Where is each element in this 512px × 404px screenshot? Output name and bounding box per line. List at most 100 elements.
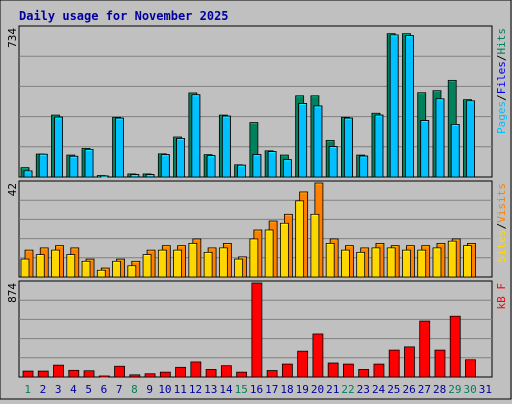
bar-kb-f-day-20 [312, 333, 324, 378]
bar-pages-day-26 [405, 35, 414, 178]
bar-pages-day-25 [389, 34, 399, 178]
bar-pages-day-30 [466, 100, 475, 178]
bar-kb-f-day-26 [404, 346, 415, 378]
bar-sites-day-17 [264, 229, 274, 278]
bar-sites-day-12 [188, 243, 198, 278]
bar-sites-day-8 [127, 265, 137, 278]
panel-kbytes: 874 kB F [6, 280, 508, 378]
x-tick-label: 24 [372, 383, 386, 396]
x-axis-day-labels: 1 2 3 4 5 6 7 8 9 10 11 12 13 14 15 16 17 18 19 20 21 22 23 24 2… [24, 383, 492, 396]
bar-sites-day-9 [142, 254, 152, 278]
bar-sites-day-3 [51, 249, 60, 278]
bar-pages-day-18 [282, 159, 292, 178]
y-max-label: 42 [6, 183, 19, 196]
chart-title: Daily usage for November 2025 [19, 9, 229, 23]
bar-sites-day-23 [356, 251, 366, 278]
bar-pages-day-5 [84, 148, 94, 178]
legend-kbytes: kB F [495, 283, 508, 310]
bar-kb-f-day-15 [236, 371, 248, 378]
bar-sites-day-1 [20, 258, 30, 278]
bar-kb-f-day-13 [205, 369, 217, 378]
bar-kb-f-day-27 [419, 320, 431, 378]
legend-entry: Files [495, 61, 508, 94]
bar-kb-f-day-5 [83, 370, 95, 378]
x-tick-label: 1 [24, 383, 31, 396]
x-tick-label: 2 [40, 383, 47, 396]
bar-pages-day-11 [176, 138, 185, 178]
legend-entry: / [495, 55, 508, 62]
bar-pages-day-12 [191, 94, 201, 178]
bar-pages-day-21 [328, 146, 338, 178]
legend-entry: Pages [495, 101, 508, 134]
bar-kb-f-day-16 [251, 282, 263, 378]
bar-kb-f-day-1 [22, 370, 34, 378]
legend-entry: Hits [495, 28, 508, 55]
bar-sites-day-14 [218, 247, 228, 278]
bar-kb-f-day-22 [343, 363, 354, 378]
bar-kb-f-day-14 [220, 365, 232, 378]
bar-kb-f-day-24 [373, 363, 385, 378]
bar-pages-day-24 [374, 114, 384, 178]
bar-pages-day-19 [298, 103, 308, 178]
x-tick-label: 27 [418, 383, 431, 396]
bar-sites-day-13 [203, 251, 213, 278]
bar-pages-day-3 [54, 116, 63, 178]
bar-kb-f-day-4 [68, 369, 80, 378]
bar-pages-day-2 [38, 153, 48, 178]
bar-kb-f-day-23 [358, 369, 370, 378]
x-tick-label: 29 [448, 383, 461, 396]
x-tick-label: 19 [296, 383, 309, 396]
legend-entry: / [495, 94, 508, 101]
bar-sites-day-18 [279, 222, 289, 278]
x-tick-label: 7 [116, 383, 123, 396]
bar-pages-day-22 [344, 117, 353, 178]
x-tick-label: 11 [174, 383, 187, 396]
series-kb-f [22, 282, 476, 378]
x-tick-label: 14 [219, 383, 233, 396]
bar-pages-day-16 [252, 154, 262, 178]
panel-visits-sites: 42 Sites/Visits [6, 180, 508, 278]
x-tick-label: 31 [479, 383, 492, 396]
y-max-label: 734 [6, 28, 19, 48]
legend-entry: Visits [495, 183, 508, 223]
bar-pages-day-28 [435, 98, 445, 178]
bar-kb-f-day-19 [297, 350, 309, 378]
bar-sites-day-7 [112, 260, 121, 278]
x-tick-label: 16 [250, 383, 263, 396]
bar-pages-day-23 [359, 155, 369, 178]
bar-kb-f-day-12 [190, 361, 202, 378]
x-tick-label: 13 [204, 383, 217, 396]
legend-hits-files-pages: Pages/Files/Hits [495, 28, 508, 134]
bar-pages-day-14 [221, 115, 231, 178]
x-tick-label: 3 [55, 383, 62, 396]
legend-entry: Sites [495, 229, 508, 262]
x-tick-label: 28 [433, 383, 446, 396]
legend-entry: F [495, 283, 508, 296]
bar-sites-day-27 [417, 249, 427, 278]
bar-pages-day-20 [313, 105, 323, 178]
bar-pages-day-17 [267, 151, 277, 178]
y-max-label: 874 [6, 283, 19, 303]
x-tick-label: 30 [463, 383, 476, 396]
bar-kb-f-day-25 [388, 349, 400, 378]
bar-pages-day-10 [160, 154, 170, 178]
bar-sites-day-10 [157, 249, 167, 278]
bar-pages-day-4 [69, 155, 79, 178]
bar-pages-day-13 [206, 155, 216, 178]
legend-visits-sites: Sites/Visits [495, 183, 508, 263]
bar-sites-day-11 [173, 249, 182, 278]
bar-sites-day-15 [234, 258, 244, 278]
bar-kb-f-day-30 [465, 359, 476, 378]
bar-sites-day-24 [371, 247, 381, 278]
bar-sites-day-6 [96, 269, 106, 278]
bar-sites-day-21 [325, 243, 335, 278]
bar-pages-day-15 [237, 164, 247, 178]
x-tick-label: 26 [402, 383, 415, 396]
x-tick-label: 6 [101, 383, 108, 396]
bar-sites-day-26 [402, 249, 411, 278]
x-tick-label: 15 [235, 383, 248, 396]
bar-sites-day-19 [295, 200, 305, 278]
